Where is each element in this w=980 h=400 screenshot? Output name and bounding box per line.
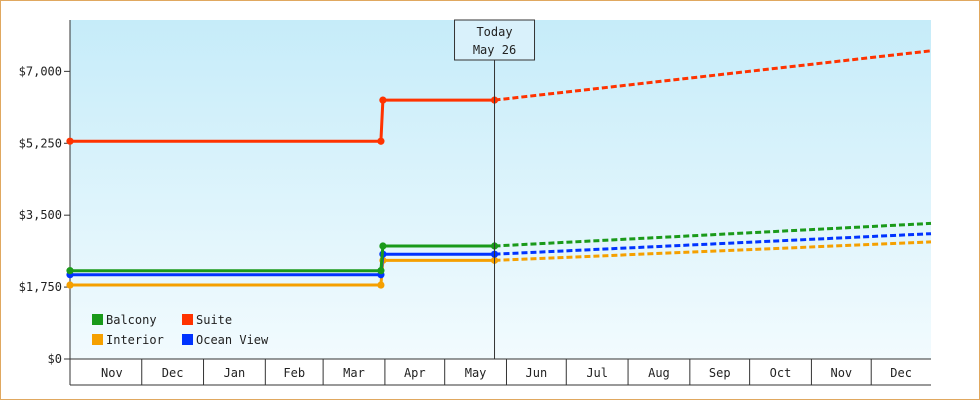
month-label: Jan [224,366,246,380]
today-box [454,19,536,61]
interior-point [377,281,385,289]
month-label: Aug [648,366,670,380]
interior-forecast-line [494,240,932,262]
y-tick-label: $3,500 [19,208,62,222]
suite-point [379,96,387,104]
month-label: Sep [709,366,731,380]
today-label: Today [476,25,512,39]
suite-point [377,137,385,145]
month-label: Nov [830,366,852,380]
month-label: Nov [101,366,123,380]
today-date: May 26 [473,43,516,57]
balcony-point [66,267,74,275]
suite-point [66,137,74,145]
balcony-history-line [70,244,495,273]
month-label: Dec [890,366,912,380]
month-label: Jun [526,366,548,380]
y-tick-label: $1,750 [19,280,62,294]
legend-label-ocean-view: Ocean View [196,333,269,347]
y-tick-label: $7,000 [19,64,62,78]
legend-swatch-interior [92,334,103,345]
month-label: May [465,366,487,380]
month-label: Dec [162,366,184,380]
balcony-forecast-line [494,221,932,248]
month-label: Jul [586,366,608,380]
legend-swatch-ocean-view [182,334,193,345]
y-tick-label: $5,250 [19,136,62,150]
legend-swatch-suite [182,314,193,325]
month-label: Apr [404,366,426,380]
balcony-point [377,267,385,275]
month-label: Oct [770,366,792,380]
month-label: Mar [343,366,365,380]
interior-point [66,281,74,289]
suite-forecast-line [494,49,932,102]
y-tick-label: $0 [48,352,62,366]
suite-history-line [70,98,495,143]
month-label: Feb [283,366,305,380]
balcony-point [379,242,387,250]
legend-swatch-balcony [92,314,103,325]
legend-label-suite: Suite [196,313,232,327]
plot-area [70,20,931,359]
legend-label-balcony: Balcony [106,313,157,327]
legend-label-interior: Interior [106,333,164,347]
ocean-view-forecast-line [494,232,932,256]
